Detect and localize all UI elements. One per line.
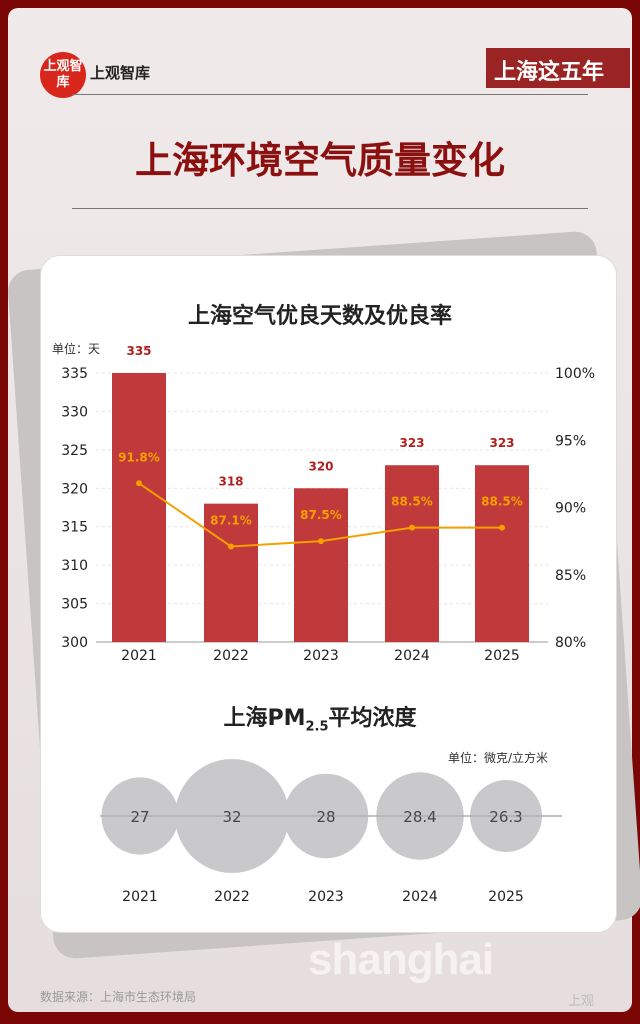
y-tick-left: 310 xyxy=(61,558,88,574)
logo-badge: 上观智库 xyxy=(40,52,86,98)
chart1-title: 上海空气优良天数及优良率 xyxy=(187,304,452,329)
y-tick-right: 95% xyxy=(555,433,586,449)
divider xyxy=(72,208,588,209)
y-tick-right: 90% xyxy=(555,501,586,517)
bubble-label: 28 xyxy=(316,808,335,826)
x-tick: 2025 xyxy=(484,648,520,664)
bar-label: 323 xyxy=(399,436,424,450)
y-tick-left: 305 xyxy=(61,597,88,613)
rate-point xyxy=(228,543,234,550)
chart2-title-main: 上海PM xyxy=(223,706,306,731)
chart2-unit: 单位：微克/立方米 xyxy=(448,751,549,765)
y-tick-right: 100% xyxy=(555,366,595,382)
bar xyxy=(475,465,529,642)
rate-point xyxy=(136,480,142,487)
bar-label: 320 xyxy=(308,459,333,473)
chart2-title-sub: 2.5 xyxy=(305,719,329,735)
rate-point xyxy=(499,524,505,531)
series-label: 上海这五年 xyxy=(486,48,630,88)
background-watermark: shanghai xyxy=(308,935,494,984)
logo-text: 上观智库 xyxy=(90,64,151,82)
y-tick-left: 315 xyxy=(61,520,88,536)
x-tick: 2025 xyxy=(488,889,524,905)
divider xyxy=(72,94,588,95)
bar-label: 335 xyxy=(126,344,151,358)
rate-label: 87.1% xyxy=(210,514,252,528)
chart2-title: 上海PM2.5平均浓度 xyxy=(0,700,640,734)
bar-label: 318 xyxy=(218,475,243,489)
corner-mark: 上观 xyxy=(568,994,595,1009)
rate-label: 88.5% xyxy=(391,495,433,509)
y-tick-left: 335 xyxy=(61,366,88,382)
y-tick-right: 80% xyxy=(555,635,586,651)
bar-label: 323 xyxy=(489,436,514,450)
page-title: 上海环境空气质量变化 xyxy=(135,139,505,182)
rate-label: 87.5% xyxy=(300,508,342,522)
y-tick-right: 85% xyxy=(555,568,586,584)
y-tick-left: 325 xyxy=(61,443,88,459)
bar xyxy=(204,503,258,642)
rate-point xyxy=(318,538,324,545)
x-tick: 2023 xyxy=(303,648,339,664)
x-tick: 2021 xyxy=(121,648,157,664)
y-tick-left: 300 xyxy=(61,635,88,651)
bar xyxy=(385,465,439,642)
bar xyxy=(112,373,166,642)
chart2-title-tail: 平均浓度 xyxy=(328,706,417,731)
y-tick-left: 320 xyxy=(61,481,88,497)
bubble-label: 28.4 xyxy=(403,808,436,826)
x-tick: 2022 xyxy=(213,648,249,664)
x-tick: 2021 xyxy=(122,889,158,905)
bubble-label: 26.3 xyxy=(489,808,522,826)
rate-point xyxy=(409,524,415,531)
x-tick: 2024 xyxy=(394,648,430,664)
bubble-label: 27 xyxy=(130,808,149,826)
bubble-label: 32 xyxy=(222,808,241,826)
y-tick-left: 330 xyxy=(61,404,88,420)
x-tick: 2023 xyxy=(308,889,344,905)
chart1-unit: 单位：天 xyxy=(52,342,101,356)
bar xyxy=(294,488,348,642)
data-source: 数据来源：上海市生态环境局 xyxy=(40,990,197,1004)
x-tick: 2024 xyxy=(402,889,438,905)
rate-label: 91.8% xyxy=(118,450,160,464)
rate-label: 88.5% xyxy=(481,495,523,509)
x-tick: 2022 xyxy=(214,889,250,905)
